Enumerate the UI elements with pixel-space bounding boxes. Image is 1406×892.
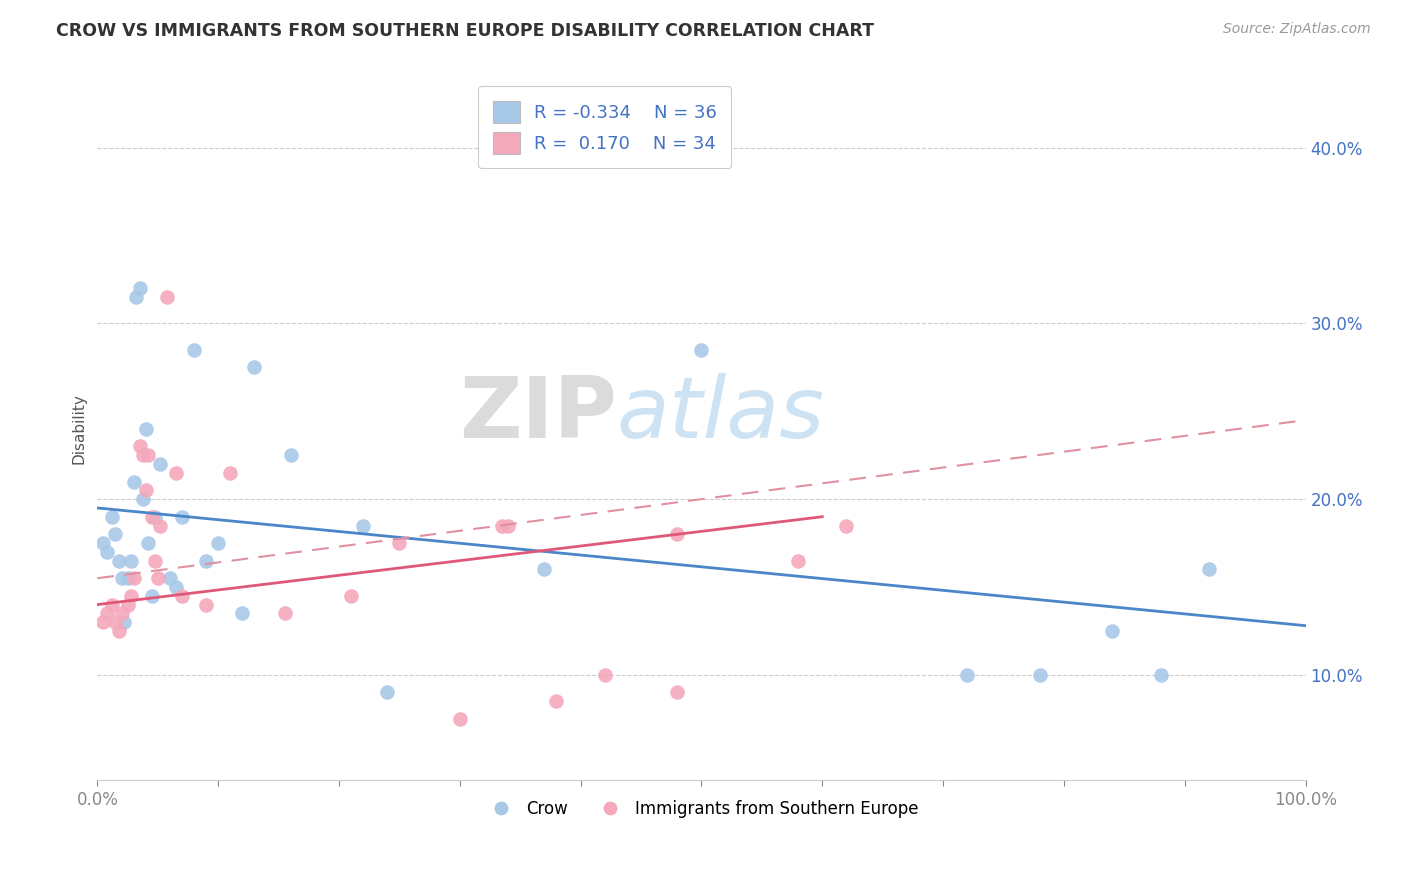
Point: [122, 571, 145, 585]
Text: CROW VS IMMIGRANTS FROM SOUTHERN EUROPE DISABILITY CORRELATION CHART: CROW VS IMMIGRANTS FROM SOUTHERN EUROPE …: [56, 22, 875, 40]
Point: [690, 343, 713, 357]
Point: [122, 475, 145, 489]
Point: [93, 536, 115, 550]
Point: [207, 536, 229, 550]
Point: [96, 607, 118, 621]
Point: [101, 509, 124, 524]
Point: [108, 624, 131, 638]
Point: [231, 607, 253, 621]
Point: [1101, 624, 1123, 638]
Y-axis label: Disability: Disability: [72, 393, 86, 465]
Point: [666, 685, 689, 699]
Point: [117, 571, 139, 585]
Point: [1149, 668, 1171, 682]
Point: [143, 509, 166, 524]
Point: [787, 554, 810, 568]
Point: [170, 509, 193, 524]
Point: [165, 580, 187, 594]
Point: [141, 589, 163, 603]
Point: [110, 607, 132, 621]
Point: [132, 448, 155, 462]
Text: ZIP: ZIP: [460, 374, 617, 457]
Point: [93, 615, 115, 629]
Point: [101, 598, 124, 612]
Point: [273, 607, 295, 621]
Point: [956, 668, 979, 682]
Point: [149, 457, 172, 471]
Point: [136, 448, 159, 462]
Point: [96, 545, 118, 559]
Point: [104, 615, 127, 629]
Point: [496, 518, 519, 533]
Point: [125, 290, 148, 304]
Point: [112, 615, 135, 629]
Point: [108, 554, 131, 568]
Point: [141, 509, 163, 524]
Point: [183, 343, 205, 357]
Point: [132, 492, 155, 507]
Point: [835, 518, 858, 533]
Point: [136, 536, 159, 550]
Text: atlas: atlas: [617, 374, 825, 457]
Point: [593, 668, 616, 682]
Point: [143, 554, 166, 568]
Text: Source: ZipAtlas.com: Source: ZipAtlas.com: [1223, 22, 1371, 37]
Point: [146, 571, 169, 585]
Point: [546, 694, 568, 708]
Point: [352, 518, 374, 533]
Point: [195, 598, 218, 612]
Point: [388, 536, 411, 550]
Point: [128, 439, 150, 453]
Point: [120, 589, 142, 603]
Point: [128, 281, 150, 295]
Point: [533, 562, 555, 576]
Point: [135, 422, 157, 436]
Point: [1198, 562, 1220, 576]
Point: [135, 483, 157, 498]
Point: [104, 527, 127, 541]
Point: [195, 554, 218, 568]
Point: [666, 527, 689, 541]
Point: [156, 290, 179, 304]
Point: [280, 448, 302, 462]
Point: [149, 518, 172, 533]
Point: [165, 466, 187, 480]
Point: [340, 589, 363, 603]
Point: [219, 466, 242, 480]
Point: [170, 589, 193, 603]
Point: [491, 518, 513, 533]
Point: [375, 685, 398, 699]
Point: [117, 598, 139, 612]
Point: [1028, 668, 1050, 682]
Point: [159, 571, 181, 585]
Legend: Crow, Immigrants from Southern Europe: Crow, Immigrants from Southern Europe: [478, 793, 925, 825]
Point: [110, 571, 132, 585]
Point: [449, 712, 471, 726]
Point: [243, 360, 266, 375]
Point: [120, 554, 142, 568]
